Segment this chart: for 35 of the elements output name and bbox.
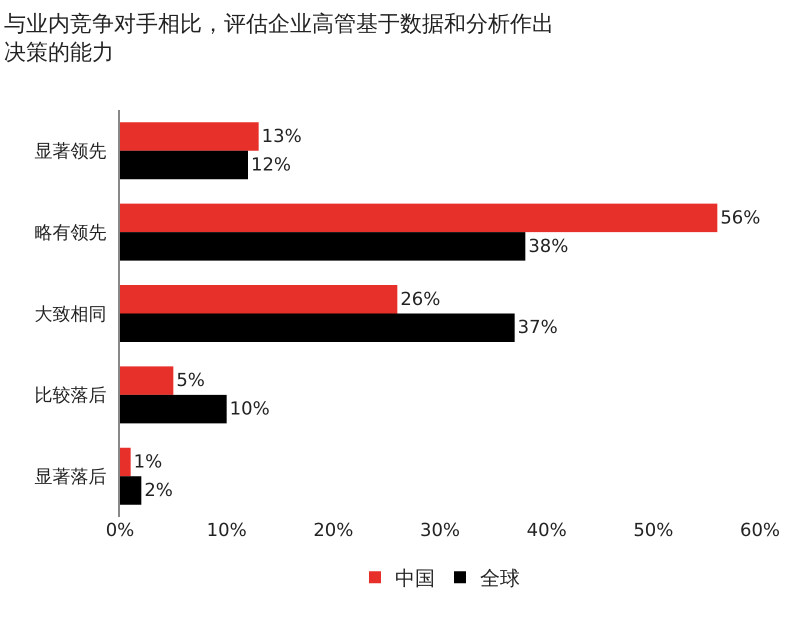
bar xyxy=(120,204,718,232)
x-tick-label: 20% xyxy=(313,520,354,541)
x-tick-label: 10% xyxy=(206,520,247,541)
bar xyxy=(120,232,526,261)
y-tick-label: 比较落后 xyxy=(34,385,107,406)
legend-label: 全球 xyxy=(480,566,520,590)
data-label: 2% xyxy=(144,480,173,502)
data-label: 1% xyxy=(134,452,162,473)
bar xyxy=(120,122,259,151)
data-label: 37% xyxy=(518,317,558,338)
y-tick-label: 显著领先 xyxy=(34,141,107,162)
data-label: 10% xyxy=(230,398,270,420)
bar xyxy=(120,285,398,314)
data-label: 26% xyxy=(400,288,440,310)
data-label: 13% xyxy=(262,126,302,147)
y-tick-label: 大致相同 xyxy=(34,304,107,325)
bar xyxy=(120,314,515,342)
data-label: 56% xyxy=(720,207,760,228)
legend-label: 中国 xyxy=(395,566,435,590)
bar xyxy=(120,476,142,505)
bar xyxy=(120,150,248,180)
x-tick-label: 50% xyxy=(633,520,674,541)
y-tick-label: 显著落后 xyxy=(34,466,107,488)
data-label: 5% xyxy=(176,370,205,392)
y-tick-label: 略有领先 xyxy=(34,222,107,244)
data-label: 12% xyxy=(251,154,292,176)
data-label: 38% xyxy=(528,236,568,257)
x-tick-label: 40% xyxy=(526,520,567,541)
bar xyxy=(120,366,174,395)
chart-title: 与业内竞争对手相比，评估企业高管基于数据和分析作出决策的能力 xyxy=(4,12,554,66)
bar xyxy=(120,394,227,424)
x-tick-label: 30% xyxy=(420,520,460,541)
bar xyxy=(120,448,131,476)
x-tick-label: 60% xyxy=(740,520,780,541)
x-tick-label: 0% xyxy=(106,520,134,541)
